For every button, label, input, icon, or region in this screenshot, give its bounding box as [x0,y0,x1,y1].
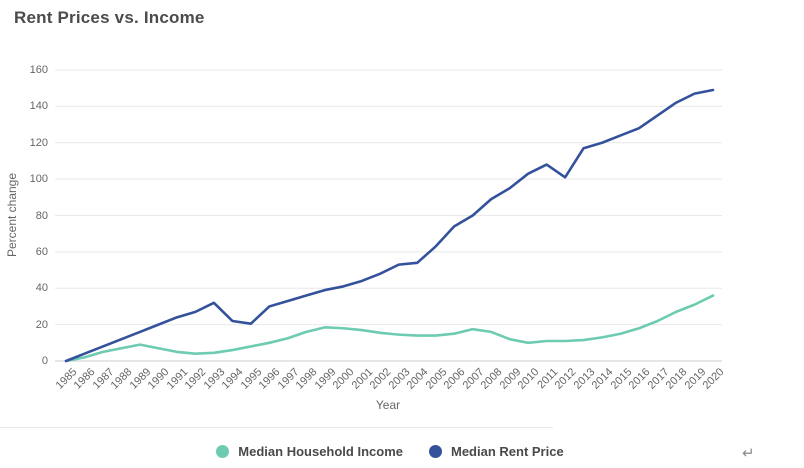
x-axis-title: Year [375,398,401,412]
series-line-rent [64,88,715,363]
legend-dot-income-icon [216,445,230,458]
legend-label-rent: Median Rent Price [450,444,564,459]
y-tick-label: 100 [29,173,48,186]
legend: Median Household Income Median Rent Pric… [0,444,780,459]
legend-item-rent[interactable]: Median Rent Price [428,444,564,459]
y-tick-label: 40 [35,282,48,295]
return-mark-icon: ↵ [742,445,755,462]
y-tick-label: 160 [29,64,48,76]
chart-title: Rent Prices vs. Income [14,8,205,27]
divider-line [0,427,553,428]
y-tick-label: 120 [29,136,48,149]
legend-dot-rent-icon [428,445,442,458]
y-tick-label: 0 [41,355,48,367]
y-tick-label: 140 [29,100,48,113]
y-axis-title: Percent change [5,172,19,258]
y-tick-label: 80 [35,209,48,222]
y-tick-label: 60 [35,245,48,258]
series-line-income [64,294,715,363]
legend-item-income[interactable]: Median Household Income [216,444,403,459]
y-tick-label: 20 [35,318,48,331]
legend-label-income: Median Household Income [238,444,403,459]
